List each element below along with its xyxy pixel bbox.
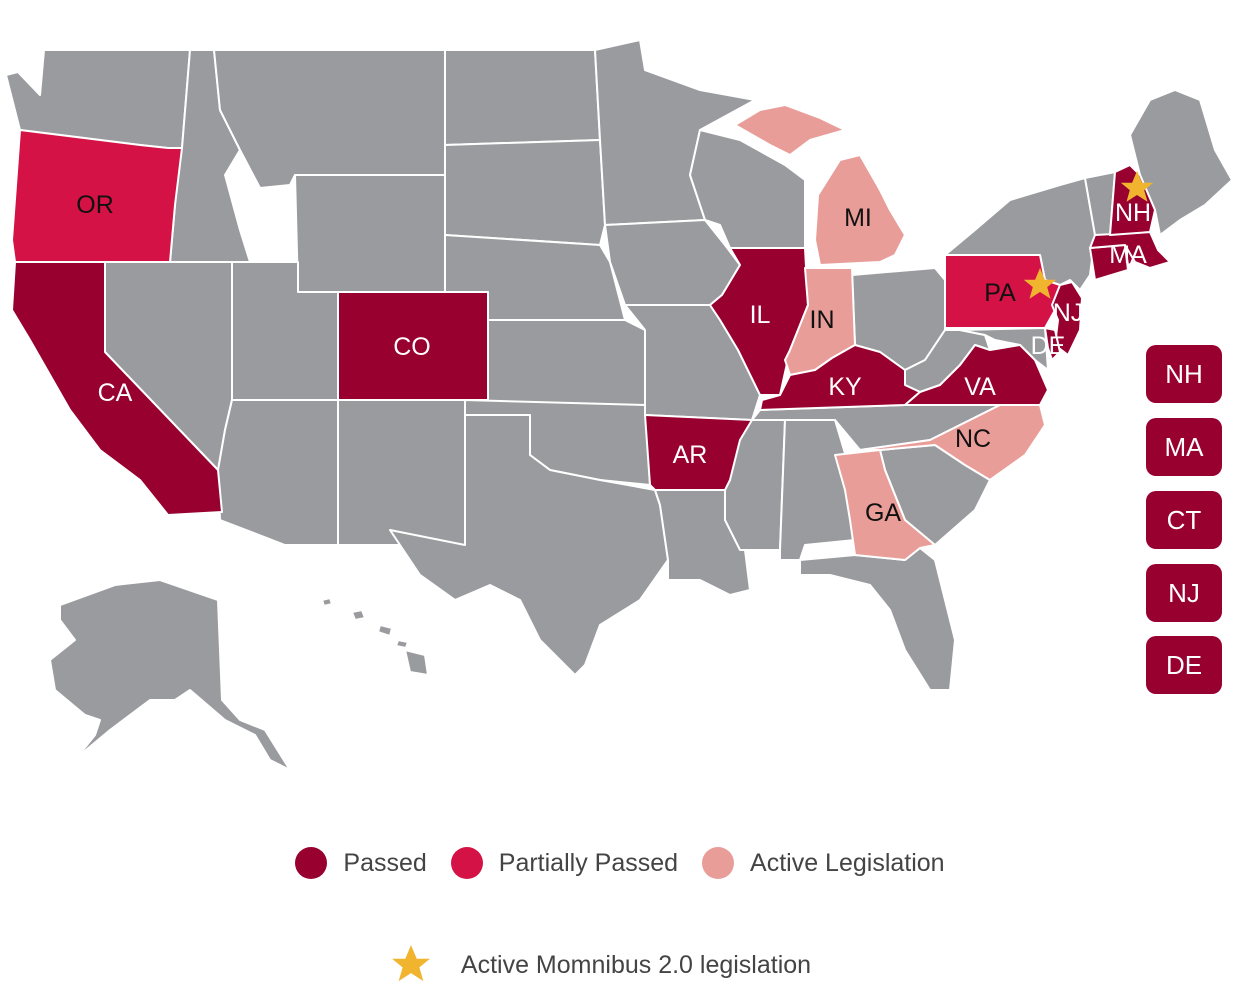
star-icon-nh — [1120, 171, 1154, 202]
box-de: DE — [1146, 636, 1222, 694]
state-ar — [644, 414, 753, 491]
state-ma — [1089, 231, 1171, 269]
state-de — [1044, 327, 1061, 361]
star-icon — [391, 945, 430, 982]
label-nc: NC — [955, 425, 991, 453]
state-sd — [444, 139, 606, 246]
legend-item-partially-passed: Partially Passed — [450, 847, 679, 879]
legend-dot-partially-passed — [450, 847, 483, 879]
label-nh: NH — [1115, 199, 1151, 227]
state-or — [11, 129, 183, 263]
state-nd — [444, 49, 601, 146]
legend-label-passed: Passed — [343, 848, 427, 877]
state-ca — [11, 261, 223, 516]
state-fl — [799, 547, 956, 691]
legend-label-active-legislation: Active Legislation — [750, 848, 945, 877]
state-mi-upper — [734, 104, 846, 156]
label-va: VA — [964, 373, 996, 401]
state-nh — [1109, 164, 1156, 236]
label-il: IL — [750, 301, 771, 329]
state-ga — [834, 449, 936, 561]
legend-dot-passed — [295, 847, 328, 879]
state-co — [337, 291, 489, 401]
label-pa: PA — [984, 279, 1016, 307]
legend-label-partially-passed: Partially Passed — [498, 848, 679, 877]
state-nc — [859, 404, 1046, 481]
legend-item-active-legislation: Active Legislation — [702, 847, 945, 879]
star-icon-pa — [1023, 268, 1057, 299]
state-nj — [1051, 281, 1083, 356]
state-mt — [213, 49, 446, 189]
state-ak — [49, 579, 291, 771]
legend: Passed Partially Passed Active Legislati… — [0, 838, 1240, 888]
box-ct: CT — [1146, 491, 1222, 549]
state-ia — [604, 219, 741, 306]
state-tx — [389, 414, 669, 676]
state-labels: OR CA CO AR IL IN MI KY VA NC GA PA NH M… — [76, 191, 1151, 527]
box-ma: MA — [1146, 418, 1222, 476]
base-map — [5, 39, 1233, 771]
label-nj: NJ — [1053, 299, 1084, 327]
state-ks — [487, 319, 646, 406]
state-al — [779, 419, 856, 561]
label-ca: CA — [98, 379, 133, 407]
legend-item-passed: Passed — [295, 847, 427, 879]
momnibus-legend: Active Momnibus 2.0 legislation — [0, 940, 1240, 990]
state-nm — [337, 399, 466, 546]
legend-dot-active-legislation — [702, 847, 735, 879]
label-de: DE — [1031, 332, 1066, 360]
state-az — [217, 399, 339, 546]
label-co: CO — [393, 333, 431, 361]
momnibus-stars — [1023, 171, 1154, 299]
label-in: IN — [810, 306, 835, 334]
us-map: OR CA CO AR IL IN MI KY VA NC GA PA NH M… — [5, 39, 1233, 771]
state-hi — [321, 597, 429, 676]
state-mi — [814, 154, 906, 266]
state-wy — [294, 174, 446, 293]
label-or: OR — [76, 191, 114, 219]
legend-label-momnibus: Active Momnibus 2.0 legislation — [460, 950, 812, 979]
label-ky: KY — [828, 373, 862, 401]
label-mi: MI — [844, 204, 872, 232]
label-ga: GA — [865, 499, 901, 527]
box-nh: NH — [1146, 345, 1222, 403]
label-ar: AR — [673, 441, 708, 469]
label-ma: MA — [1109, 241, 1147, 269]
box-nj: NJ — [1146, 564, 1222, 622]
